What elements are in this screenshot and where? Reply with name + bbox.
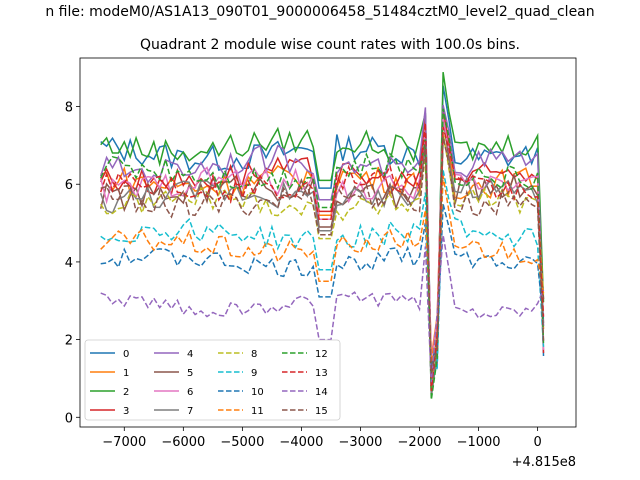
figure-suptitle: n file: modeM0/AS1A13_090T01_9000006458_… (45, 4, 595, 20)
series-line-15 (100, 136, 545, 374)
legend-label-14: 14 (315, 387, 328, 398)
series-line-9 (100, 169, 545, 380)
legend-label-0: 0 (123, 349, 129, 360)
series-line-8 (100, 132, 545, 389)
series-line-2 (100, 71, 545, 395)
x-tick-label: −2000 (398, 435, 442, 450)
x-axis: −7000 −6000 −5000 −4000 −3000 −2000 −1000 0 (102, 427, 542, 450)
axes-border (79, 57, 577, 428)
series-line-13 (99, 123, 545, 392)
y-axis: 0 2 4 6 8 (65, 101, 80, 426)
legend-label-1: 1 (123, 368, 129, 379)
legend-label-4: 4 (187, 349, 193, 360)
series-line-6 (99, 118, 545, 360)
x-tick-label: 0 (533, 435, 541, 450)
y-tick-label: 2 (65, 334, 73, 349)
series-line-3 (100, 109, 545, 386)
x-tick-label: −7000 (102, 435, 146, 450)
x-offset-label: +4.815e8 (512, 455, 576, 470)
legend-label-15: 15 (315, 406, 328, 417)
legend-box (84, 339, 341, 421)
legend-label-11: 11 (251, 406, 264, 417)
y-tick-label: 8 (65, 101, 73, 116)
x-tick-label: −5000 (220, 435, 264, 450)
x-tick-label: −6000 (161, 435, 205, 450)
legend-label-10: 10 (251, 387, 264, 398)
series-line-0 (100, 85, 545, 366)
series-line-11 (100, 175, 545, 363)
legend-label-5: 5 (187, 368, 193, 379)
legend-label-9: 9 (251, 368, 257, 379)
legend-label-3: 3 (123, 406, 129, 417)
y-tick-label: 4 (65, 256, 73, 271)
legend-label-13: 13 (315, 368, 328, 379)
plot-area (99, 71, 545, 400)
x-tick-label: −1000 (457, 435, 501, 450)
series-line-4 (99, 104, 545, 378)
x-tick-label: −3000 (338, 435, 382, 450)
legend-label-6: 6 (187, 387, 193, 398)
chart-title: Quadrant 2 module wise count rates with … (140, 37, 520, 53)
legend-label-7: 7 (187, 406, 193, 417)
legend-label-8: 8 (251, 349, 257, 360)
series-line-10 (100, 203, 545, 371)
y-tick-label: 6 (65, 178, 73, 193)
y-tick-label: 0 (65, 411, 73, 426)
legend-label-2: 2 (123, 387, 129, 398)
x-tick-label: −4000 (279, 435, 323, 450)
legend-label-12: 12 (315, 349, 328, 360)
axes-frame (79, 57, 577, 428)
series-line-12 (100, 108, 545, 400)
